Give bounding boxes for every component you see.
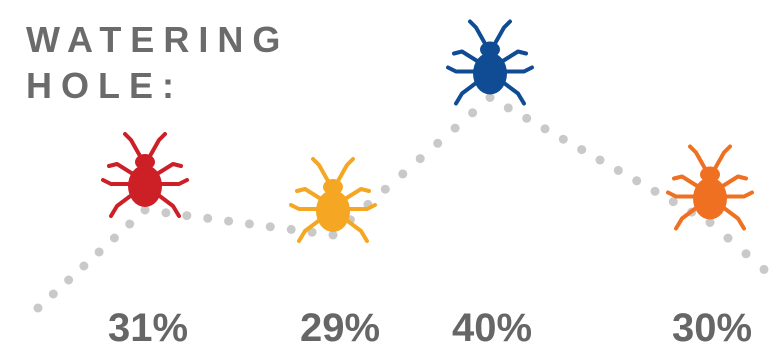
- trend-dot-5: [109, 233, 119, 243]
- trend-dot-6: [125, 219, 135, 229]
- trend-dot-14: [286, 224, 296, 234]
- value-label-2: 29%: [300, 306, 380, 345]
- bug-markers: [101, 19, 754, 243]
- trend-dot-16: [328, 230, 338, 240]
- trend-dot-11: [224, 216, 234, 226]
- trend-dot-26: [503, 103, 513, 113]
- trend-dot-27: [522, 113, 532, 123]
- trend-dot-7: [140, 205, 150, 215]
- trend-dot-21: [415, 154, 425, 164]
- trend-dot-15: [307, 227, 317, 237]
- trend-dot-4: [94, 247, 104, 257]
- value-label-4: 30%: [672, 306, 752, 345]
- trend-dot-40: [759, 264, 769, 274]
- trend-dot-9: [182, 211, 192, 221]
- trend-dot-30: [577, 145, 587, 155]
- trend-dot-2: [64, 275, 74, 285]
- trend-dot-24: [468, 108, 478, 118]
- trend-dot-31: [595, 155, 605, 165]
- trend-dot-0: [33, 303, 43, 313]
- value-label-3: 40%: [452, 306, 532, 345]
- trend-dot-12: [244, 219, 254, 229]
- trend-dot-34: [650, 186, 660, 196]
- trend-dot-23: [450, 123, 460, 133]
- value-labels: 31% 29% 40% 30%: [108, 306, 752, 345]
- trend-dot-8: [161, 208, 171, 218]
- trend-dot-38: [723, 233, 733, 243]
- bug-icon-4: [666, 144, 754, 231]
- trend-dot-22: [433, 138, 443, 148]
- trend-dot-33: [632, 176, 642, 186]
- trend-dot-3: [79, 261, 89, 271]
- trend-dot-19: [380, 184, 390, 194]
- bug-icon-1: [101, 132, 189, 218]
- trend-dot-32: [613, 165, 623, 175]
- bug-icon-2: [289, 157, 377, 243]
- value-label-1: 31%: [108, 306, 188, 345]
- chart-title-line-2: HOLE:: [26, 65, 183, 106]
- trend-dot-29: [558, 134, 568, 144]
- trend-dot-13: [265, 222, 275, 232]
- trend-dot-39: [741, 249, 751, 259]
- chart-title-line-1: WATERING: [26, 19, 289, 60]
- trend-dot-35: [668, 197, 678, 207]
- trend-dot-28: [540, 124, 550, 134]
- bug-icon-3: [446, 19, 534, 106]
- trend-dot-10: [203, 213, 213, 223]
- trend-dot-20: [398, 169, 408, 179]
- trend-dot-25: [485, 93, 495, 102]
- trend-dot-1: [48, 289, 58, 299]
- trend-dot-37: [705, 218, 715, 227]
